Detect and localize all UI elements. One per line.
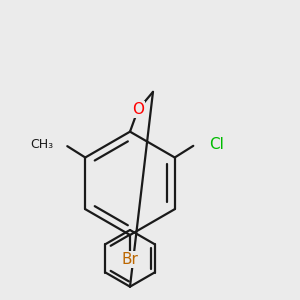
Text: Br: Br [122, 252, 138, 267]
Text: Cl: Cl [209, 137, 224, 152]
Text: O: O [132, 102, 144, 117]
Text: CH₃: CH₃ [30, 138, 53, 151]
